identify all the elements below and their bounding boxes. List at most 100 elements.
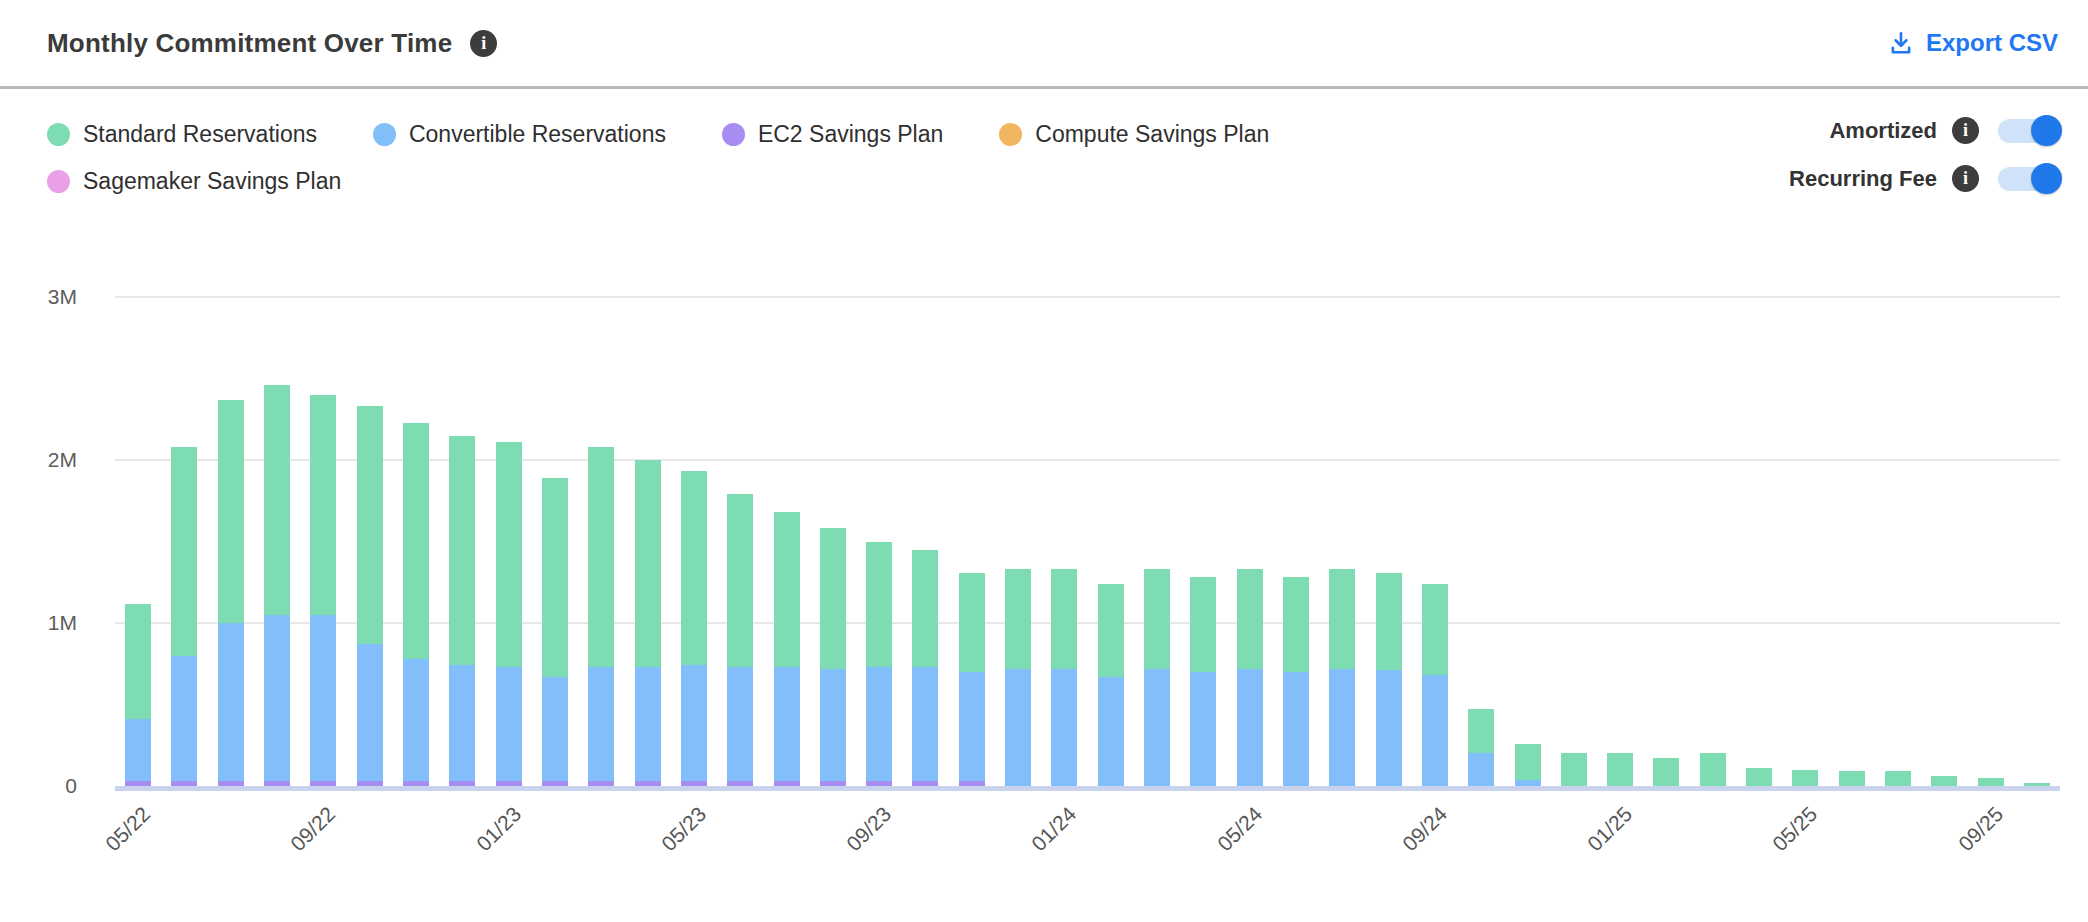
bar-slot bbox=[1782, 297, 1828, 786]
export-csv-button[interactable]: Export CSV bbox=[1888, 29, 2058, 57]
toggle-knob bbox=[2031, 163, 2062, 194]
bar-segment-convertible-reservations bbox=[681, 665, 707, 781]
bar-segment-standard-reservations bbox=[1329, 569, 1355, 668]
y-axis-label-3M: 3M bbox=[48, 285, 77, 309]
legend-item-standard-reservations[interactable]: Standard Reservations bbox=[47, 119, 317, 150]
legend: Standard Reservations Convertible Reserva… bbox=[47, 119, 1567, 197]
amortized-info-icon[interactable]: i bbox=[1952, 117, 1979, 144]
bar-segment-ec2-savings-plan bbox=[125, 781, 151, 786]
stacked-bar-chart: 01M2M3M05/2209/2201/2305/2309/2301/2405/… bbox=[115, 297, 2060, 786]
bar-segment-convertible-reservations bbox=[1422, 675, 1448, 786]
bar-segment-ec2-savings-plan bbox=[403, 781, 429, 786]
bar-segment-convertible-reservations bbox=[1098, 677, 1124, 786]
bar-segment-standard-reservations bbox=[1839, 771, 1865, 786]
bar-07/23 bbox=[774, 512, 800, 786]
bar-segment-standard-reservations bbox=[635, 460, 661, 667]
bar-02/23 bbox=[542, 478, 568, 786]
bar-slot bbox=[578, 297, 624, 786]
bar-segment-convertible-reservations bbox=[774, 667, 800, 781]
bar-segment-standard-reservations bbox=[1515, 744, 1541, 780]
bar-segment-standard-reservations bbox=[1607, 753, 1633, 786]
bar-slot bbox=[393, 297, 439, 786]
bar-slot bbox=[1968, 297, 2014, 786]
bar-segment-standard-reservations bbox=[171, 447, 197, 656]
bar-segment-ec2-savings-plan bbox=[959, 781, 985, 786]
recurring-fee-info-icon[interactable]: i bbox=[1952, 165, 1979, 192]
bar-segment-standard-reservations bbox=[588, 447, 614, 667]
bar-slot bbox=[1041, 297, 1087, 786]
bar-segment-convertible-reservations bbox=[449, 665, 475, 781]
bar-segment-standard-reservations bbox=[1376, 573, 1402, 671]
bar-segment-convertible-reservations bbox=[588, 667, 614, 781]
bar-segment-standard-reservations bbox=[774, 512, 800, 667]
x-axis-label-05/24: 05/24 bbox=[1212, 802, 1266, 856]
bar-10/24 bbox=[1468, 709, 1494, 786]
recurring-fee-toggle[interactable] bbox=[1998, 167, 2060, 191]
amortized-toggle[interactable] bbox=[1998, 119, 2060, 143]
bar-segment-ec2-savings-plan bbox=[357, 781, 383, 786]
bar-slot bbox=[439, 297, 485, 786]
bar-segment-convertible-reservations bbox=[727, 667, 753, 781]
bar-segment-ec2-savings-plan bbox=[218, 781, 244, 786]
legend-item-ec2-savings-plan[interactable]: EC2 Savings Plan bbox=[722, 119, 943, 150]
legend-label: Convertible Reservations bbox=[409, 121, 666, 148]
bar-11/22 bbox=[403, 423, 429, 786]
bar-segment-standard-reservations bbox=[264, 385, 290, 615]
bar-segment-ec2-savings-plan bbox=[820, 781, 846, 786]
bar-segment-standard-reservations bbox=[125, 604, 151, 720]
bar-segment-standard-reservations bbox=[1005, 569, 1031, 668]
bars-container bbox=[115, 297, 2060, 786]
title-info-icon[interactable]: i bbox=[470, 30, 497, 57]
bar-09/23 bbox=[866, 542, 892, 786]
bar-segment-standard-reservations bbox=[1283, 577, 1309, 672]
bar-segment-ec2-savings-plan bbox=[727, 781, 753, 786]
bar-segment-convertible-reservations bbox=[1376, 670, 1402, 786]
bar-segment-convertible-reservations bbox=[125, 719, 151, 781]
bar-slot bbox=[1690, 297, 1736, 786]
bar-slot bbox=[208, 297, 254, 786]
legend-dot-standard-reservations bbox=[47, 123, 70, 146]
bar-segment-convertible-reservations bbox=[1468, 753, 1494, 786]
legend-label: Standard Reservations bbox=[83, 121, 317, 148]
bar-08/24 bbox=[1376, 573, 1402, 786]
x-axis-label-09/22: 09/22 bbox=[286, 802, 340, 856]
legend-item-convertible-reservations[interactable]: Convertible Reservations bbox=[373, 119, 666, 150]
bar-slot bbox=[1088, 297, 1134, 786]
bar-slot bbox=[1551, 297, 1597, 786]
bar-slot bbox=[624, 297, 670, 786]
legend-dot-compute-savings-plan bbox=[999, 123, 1022, 146]
bar-06/24 bbox=[1283, 577, 1309, 786]
bar-12/24 bbox=[1561, 753, 1587, 786]
bar-03/23 bbox=[588, 447, 614, 786]
bar-09/24 bbox=[1422, 584, 1448, 786]
bar-segment-standard-reservations bbox=[496, 442, 522, 667]
bar-segment-standard-reservations bbox=[820, 528, 846, 668]
bar-segment-standard-reservations bbox=[912, 550, 938, 667]
bar-06/23 bbox=[727, 494, 753, 786]
bar-03/24 bbox=[1144, 569, 1170, 786]
bar-segment-standard-reservations bbox=[2024, 783, 2050, 786]
bar-segment-standard-reservations bbox=[403, 423, 429, 659]
download-icon bbox=[1888, 30, 1914, 56]
bar-11/24 bbox=[1515, 744, 1541, 786]
bar-segment-ec2-savings-plan bbox=[542, 781, 568, 786]
bar-segment-ec2-savings-plan bbox=[496, 781, 522, 786]
bar-slot bbox=[1504, 297, 1550, 786]
bar-slot bbox=[1921, 297, 1967, 786]
bar-slot bbox=[1273, 297, 1319, 786]
legend-item-sagemaker-savings-plan[interactable]: Sagemaker Savings Plan bbox=[47, 166, 341, 197]
bar-slot bbox=[1365, 297, 1411, 786]
bar-segment-standard-reservations bbox=[1422, 584, 1448, 675]
legend-section: Standard Reservations Convertible Reserva… bbox=[0, 89, 2088, 203]
bar-04/23 bbox=[635, 460, 661, 786]
x-axis-label-05/22: 05/22 bbox=[101, 802, 155, 856]
bar-segment-convertible-reservations bbox=[912, 667, 938, 781]
bar-segment-standard-reservations bbox=[310, 395, 336, 615]
bar-slot bbox=[1227, 297, 1273, 786]
legend-item-compute-savings-plan[interactable]: Compute Savings Plan bbox=[999, 119, 1269, 150]
bar-slot bbox=[763, 297, 809, 786]
bar-segment-standard-reservations bbox=[1885, 771, 1911, 786]
toggle-knob bbox=[2031, 115, 2062, 146]
bar-segment-ec2-savings-plan bbox=[774, 781, 800, 786]
legend-label: Sagemaker Savings Plan bbox=[83, 168, 341, 195]
